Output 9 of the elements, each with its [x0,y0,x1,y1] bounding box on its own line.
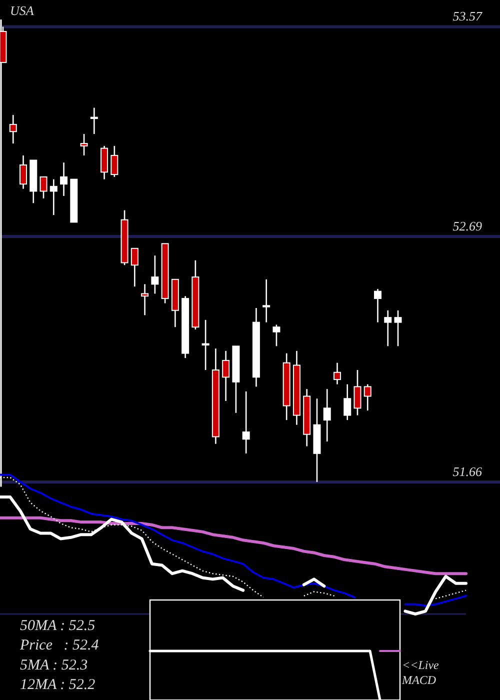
y-tick-label: 52.69 [452,218,482,234]
y-tick-label: 53.57 [452,8,482,24]
y-tick-label: 51.66 [452,464,482,480]
text: Price : 52.4 [19,638,100,654]
text: 5MA : 52.3 [20,657,88,674]
chart-title: USA [10,3,34,18]
text: <<Live MACD [401,658,440,687]
text: 12MA : 52.2 [20,677,96,694]
text: 50MA : 52.5 [20,618,96,634]
